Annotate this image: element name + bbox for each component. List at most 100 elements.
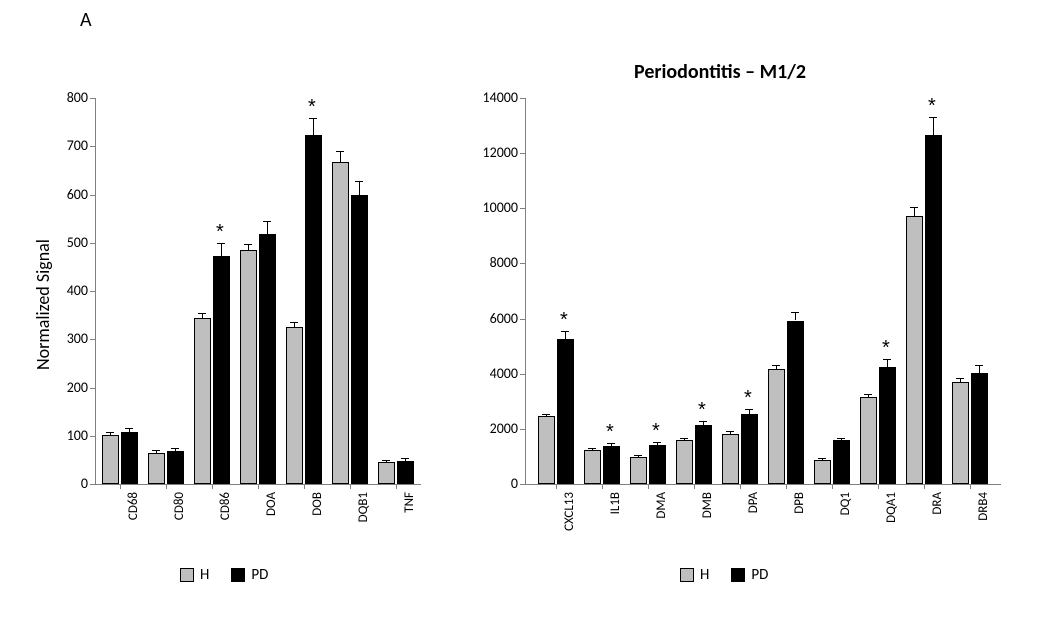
x-tick-label: DQB1 [356,492,371,552]
error-bar [340,151,341,162]
error-bar-cap [680,438,688,439]
error-bar-cap [837,438,845,439]
legend-label-h: H [200,566,209,584]
error-bar [914,207,915,215]
x-tick [740,484,741,489]
x-tick [396,484,397,489]
error-bar-cap [818,458,826,459]
y-tick [520,374,525,375]
y-tick-label: 12000 [470,144,518,161]
y-tick-label: 14000 [470,89,518,106]
y-tick [520,153,525,154]
error-bar-cap [726,431,734,432]
error-bar-cap [171,448,179,449]
significance-star: * [698,399,706,422]
error-bar [565,331,566,339]
x-tick-label: CD86 [218,492,233,552]
x-tick [970,484,971,489]
error-bar-cap [152,450,160,451]
x-tick-label: DOB [310,492,325,552]
bar-h [148,453,165,484]
bar-pd [397,461,414,484]
bar-pd [695,425,712,484]
y-tick-label: 500 [40,234,88,251]
error-bar [267,221,268,235]
x-tick [258,484,259,489]
x-tick-label: DOA [264,492,279,552]
x-tick-label: DRA [930,492,945,552]
significance-star: * [928,95,936,118]
x-tick [166,484,167,489]
bar-pd [603,446,620,484]
y-tick [520,429,525,430]
bar-h [584,450,601,484]
error-bar [313,118,314,135]
y-tick [90,243,95,244]
x-tick [304,484,305,489]
y-tick [90,339,95,340]
y-tick [520,208,525,209]
error-bar [979,365,980,373]
x-tick-label: DMB [700,492,715,552]
chart-title: Periodontitis – M1/2 [520,60,920,84]
legend-label-h: H [700,566,709,584]
bar-h [768,369,785,484]
x-tick [212,484,213,489]
x-tick [602,484,603,489]
legend-label-pd: PD [751,566,768,584]
y-tick-label: 8000 [470,254,518,271]
bar-pd [925,135,942,484]
error-bar-cap [355,181,363,182]
bar-pd [971,373,988,484]
error-bar-cap [336,151,344,152]
x-tick-label: IL1B [608,492,623,552]
y-tick-label: 600 [40,186,88,203]
y-tick [90,291,95,292]
bar-pd [557,339,574,484]
y-tick [90,436,95,437]
significance-star: * [652,420,660,443]
y-tick [520,98,525,99]
legend-swatch-pd [231,568,245,582]
y-axis-label: Normalized Signal [32,239,54,370]
error-bar-cap [382,460,390,461]
significance-star: * [744,387,752,410]
error-bar-cap [772,365,780,366]
bar-h [286,327,303,484]
x-tick [350,484,351,489]
bar-pd [741,414,758,484]
error-bar-cap [263,221,271,222]
x-tick-label: DPB [792,492,807,552]
bar-h [102,435,119,484]
bar-h [332,162,349,484]
y-tick [90,146,95,147]
y-tick-label: 200 [40,379,88,396]
bar-pd [649,445,666,484]
bar-h [194,318,211,484]
bar-h [906,216,923,484]
y-tick [90,195,95,196]
x-tick [648,484,649,489]
bar-pd [259,234,276,484]
legend-label-pd: PD [251,566,268,584]
error-bar-cap [956,378,964,379]
x-tick-label: TNF [402,492,417,552]
significance-star: * [308,96,316,119]
error-bar-cap [244,244,252,245]
x-tick-label: DQA1 [884,492,899,552]
bar-h [952,382,969,484]
error-bar-cap [106,432,114,433]
x-tick [878,484,879,489]
bar-pd [167,451,184,484]
error-bar-cap [401,458,409,459]
y-tick-label: 800 [40,89,88,106]
x-tick-label: CD68 [126,492,141,552]
error-bar-cap [975,365,983,366]
error-bar [795,312,796,320]
y-tick [90,388,95,389]
error-bar [221,243,222,257]
bar-h [378,462,395,484]
significance-star: * [560,309,568,332]
bar-h [240,250,257,484]
bar-pd [879,367,896,484]
